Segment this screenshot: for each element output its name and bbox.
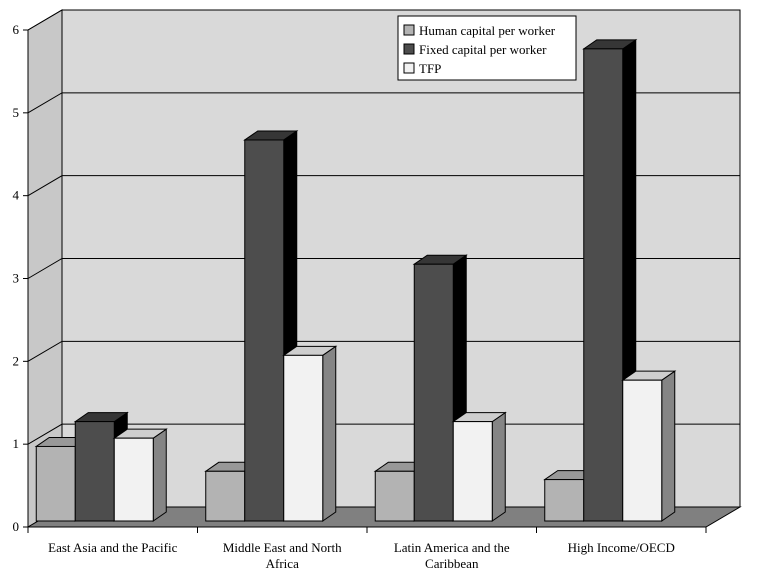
x-category-label: Latin America and the Caribbean (394, 540, 510, 571)
gridline (27, 258, 740, 279)
gridline (27, 175, 740, 197)
legend-box (397, 15, 577, 81)
legend-swatch (403, 43, 415, 55)
x-category-label: East Asia and the Pacific (48, 540, 177, 555)
bar (621, 370, 677, 522)
x-category-label: Middle East and North Africa (223, 540, 342, 571)
x-category-label: High Income/OECD (568, 540, 675, 555)
y-tick-label: 2 (13, 353, 20, 368)
gridline (27, 423, 740, 445)
legend-swatch (403, 62, 415, 74)
y-tick-label: 1 (13, 436, 20, 451)
y-axis: 0 1 2 3 4 5 6 (13, 22, 29, 534)
legend-label: TFP (419, 61, 441, 76)
x-axis: East Asia and the Pacific Middle East and… (27, 526, 707, 571)
legend: Human capital per worker Fixed capital pe… (397, 15, 577, 81)
bar (412, 254, 468, 522)
gridline (27, 340, 740, 362)
bar (582, 38, 638, 522)
gridline (27, 9, 740, 31)
gridline (27, 92, 740, 114)
legend-swatch (403, 24, 415, 36)
legend-label: Fixed capital per worker (419, 42, 547, 57)
y-tick-label: 3 (13, 271, 20, 286)
y-tick-label: 5 (13, 105, 20, 120)
bar (451, 411, 507, 522)
bar (282, 345, 338, 522)
y-tick-label: 6 (13, 22, 20, 37)
y-tick-label: 4 (13, 188, 20, 203)
y-tick-label: 0 (13, 519, 20, 534)
bars (34, 38, 677, 522)
bar (112, 428, 168, 522)
gridlines (27, 9, 740, 445)
legend-label: Human capital per worker (419, 23, 556, 38)
